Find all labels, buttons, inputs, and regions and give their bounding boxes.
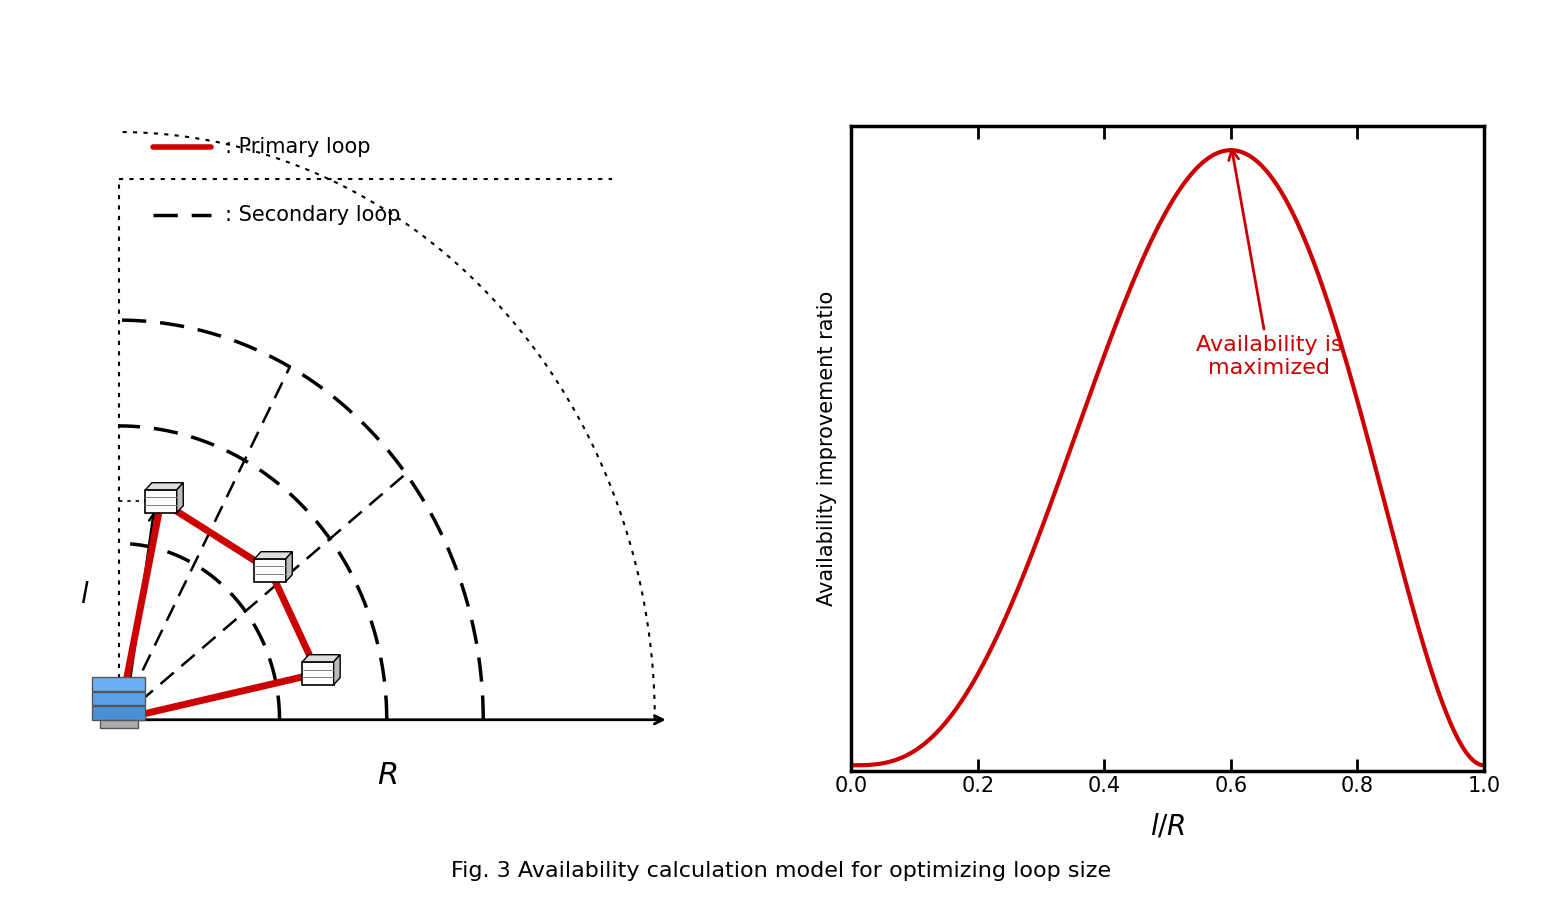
Text: $R$: $R$ [376, 762, 397, 790]
Bar [92, 677, 145, 691]
Bar [145, 490, 177, 513]
Text: Fig. 3 Availability calculation model for optimizing loop size: Fig. 3 Availability calculation model fo… [451, 861, 1111, 881]
Text: : Secondary loop: : Secondary loop [225, 205, 400, 225]
Polygon shape [286, 552, 292, 582]
Bar [303, 662, 334, 684]
Polygon shape [255, 552, 292, 559]
Polygon shape [145, 483, 183, 490]
Text: $l$: $l$ [80, 581, 89, 609]
Bar [255, 559, 286, 582]
X-axis label: $l/R$: $l/R$ [1150, 813, 1186, 841]
Bar [92, 692, 145, 705]
Polygon shape [303, 655, 341, 662]
Y-axis label: Availability improvement ratio: Availability improvement ratio [817, 291, 837, 606]
Bar [92, 707, 145, 719]
Bar [100, 719, 137, 728]
Text: : Primary loop: : Primary loop [225, 137, 370, 157]
Polygon shape [177, 483, 183, 513]
Polygon shape [334, 655, 341, 684]
Text: Availability is
maximized: Availability is maximized [1195, 150, 1342, 378]
